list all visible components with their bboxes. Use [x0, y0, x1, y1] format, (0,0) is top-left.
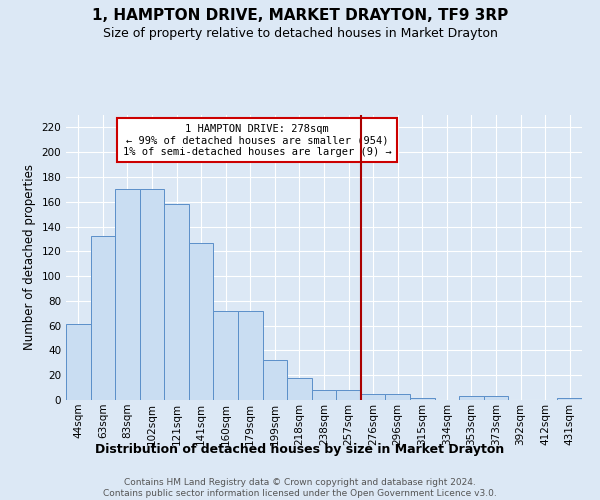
- Bar: [312, 390, 336, 400]
- Bar: [214, 311, 238, 400]
- Bar: [385, 394, 410, 400]
- Bar: [164, 204, 189, 400]
- Bar: [263, 360, 287, 400]
- Bar: [410, 398, 434, 400]
- Text: Size of property relative to detached houses in Market Drayton: Size of property relative to detached ho…: [103, 28, 497, 40]
- Bar: [189, 242, 214, 400]
- Y-axis label: Number of detached properties: Number of detached properties: [23, 164, 36, 350]
- Bar: [484, 396, 508, 400]
- Text: Contains HM Land Registry data © Crown copyright and database right 2024.
Contai: Contains HM Land Registry data © Crown c…: [103, 478, 497, 498]
- Bar: [91, 236, 115, 400]
- Text: 1, HAMPTON DRIVE, MARKET DRAYTON, TF9 3RP: 1, HAMPTON DRIVE, MARKET DRAYTON, TF9 3R…: [92, 8, 508, 22]
- Bar: [336, 390, 361, 400]
- Bar: [66, 324, 91, 400]
- Text: Distribution of detached houses by size in Market Drayton: Distribution of detached houses by size …: [95, 442, 505, 456]
- Bar: [140, 190, 164, 400]
- Bar: [557, 398, 582, 400]
- Bar: [361, 394, 385, 400]
- Bar: [287, 378, 312, 400]
- Bar: [115, 190, 140, 400]
- Bar: [459, 396, 484, 400]
- Bar: [238, 311, 263, 400]
- Text: 1 HAMPTON DRIVE: 278sqm
← 99% of detached houses are smaller (954)
1% of semi-de: 1 HAMPTON DRIVE: 278sqm ← 99% of detache…: [122, 124, 391, 157]
